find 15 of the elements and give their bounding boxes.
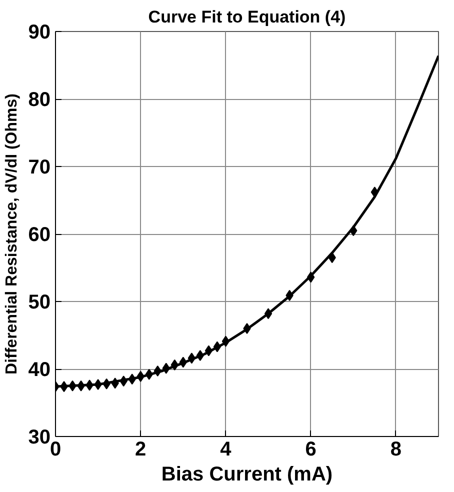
x-tick-label: 2: [135, 438, 146, 460]
chart-title: Curve Fit to Equation (4): [148, 8, 346, 26]
y-tick-label: 40: [28, 359, 51, 381]
x-tick-label: 8: [390, 438, 402, 460]
x-axis-title: Bias Current (mA): [161, 464, 333, 486]
y-tick-label: 30: [28, 426, 51, 448]
y-tick-label: 50: [28, 292, 51, 314]
y-axis-title: Differential Resistance, dV/dI (Ohms): [3, 94, 20, 374]
x-tick-label: 6: [305, 438, 316, 460]
y-tick-label: 90: [28, 22, 51, 44]
y-tick-label: 70: [28, 156, 51, 178]
x-tick-label: 4: [220, 438, 232, 460]
x-tick-label: 0: [50, 438, 62, 460]
y-tick-label: 60: [28, 224, 51, 246]
y-tick-label: 80: [28, 89, 51, 111]
